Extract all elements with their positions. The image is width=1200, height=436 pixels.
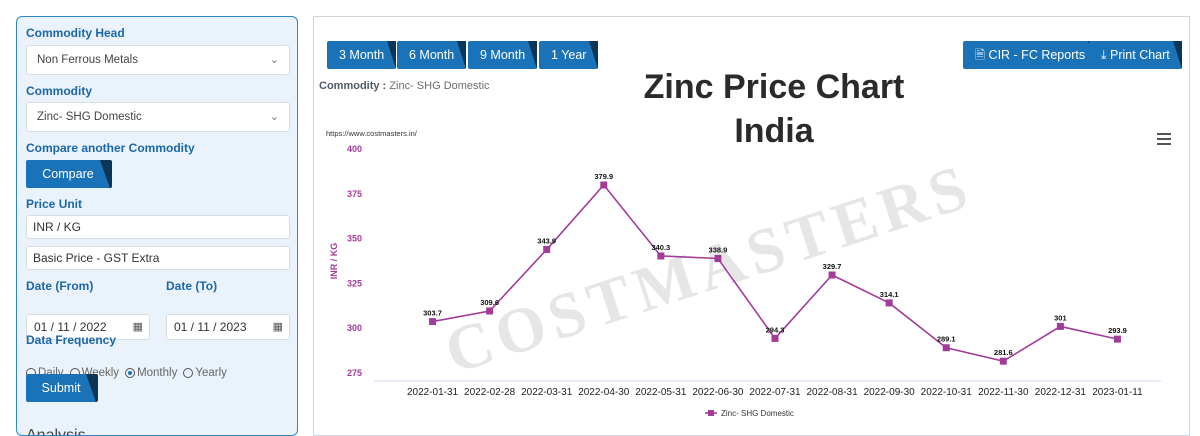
data-label: 293.9	[1108, 326, 1127, 335]
date-to-label: Date (To)	[166, 279, 218, 293]
submit-button[interactable]: Submit	[26, 374, 96, 402]
analysis-heading: Analysis	[26, 427, 86, 436]
y-axis-title: INR / KG	[329, 243, 339, 280]
commodity-line: Commodity : Zinc- SHG Domestic	[319, 80, 490, 92]
data-point	[657, 252, 665, 260]
chart-menu-icon[interactable]	[1157, 133, 1171, 148]
data-point	[1113, 335, 1121, 343]
commodity-value: Zinc- SHG Domestic	[37, 111, 142, 123]
compare-button[interactable]: Compare	[26, 160, 110, 188]
x-tick-label: 2023-01-11	[1092, 387, 1143, 398]
data-point	[1056, 322, 1064, 330]
data-label: 379.9	[594, 172, 613, 181]
x-tick-label: 2022-01-31	[407, 387, 459, 398]
data-point	[600, 181, 608, 189]
x-tick-label: 2022-07-31	[749, 387, 801, 398]
date-from-label: Date (From)	[26, 279, 94, 293]
data-label: 303.7	[423, 309, 442, 318]
data-point	[999, 357, 1007, 365]
chevron-down-icon: ⌄	[269, 111, 279, 123]
commodity-head-select[interactable]: Non Ferrous Metals ⌄	[26, 45, 290, 75]
series-line	[432, 183, 1118, 363]
legend-label: Zinc- SHG Domestic	[721, 409, 794, 418]
date-to-input[interactable]: 01 / 11 / 2023 ▦	[166, 314, 290, 340]
y-tick-label: 300	[347, 323, 362, 333]
chevron-down-icon: ⌄	[269, 54, 279, 66]
x-tick-label: 2022-09-30	[864, 387, 916, 398]
data-point	[429, 318, 437, 326]
x-tick-label: 2022-05-31	[635, 387, 687, 398]
y-tick-label: 350	[347, 234, 362, 244]
y-tick-label: 400	[347, 144, 362, 154]
y-tick-label: 375	[347, 189, 362, 199]
document-icon: 🗎	[975, 48, 986, 62]
calendar-icon[interactable]: ▦	[132, 321, 143, 333]
commodity-select[interactable]: Zinc- SHG Domestic ⌄	[26, 102, 290, 132]
y-tick-label: 325	[347, 278, 362, 288]
chart-panel: 3 Month 6 Month 9 Month 1 Year 🗎 CIR - F…	[313, 16, 1190, 436]
data-label: 309.6	[480, 298, 499, 307]
x-tick-label: 2022-10-31	[921, 387, 973, 398]
x-tick-label: 2022-06-30	[692, 387, 744, 398]
radio-icon[interactable]	[183, 368, 194, 378]
x-tick-label: 2022-12-31	[1035, 387, 1087, 398]
x-tick-label: 2022-02-28	[464, 387, 516, 398]
frequency-yearly[interactable]: Yearly	[183, 367, 227, 379]
range-6-month-button[interactable]: 6 Month	[397, 41, 467, 69]
commodity-head-value: Non Ferrous Metals	[37, 54, 138, 66]
data-point	[828, 271, 836, 279]
data-point	[942, 344, 950, 352]
range-1-year-button[interactable]: 1 Year	[539, 41, 599, 69]
calendar-icon[interactable]: ▦	[272, 321, 283, 333]
range-3-month-button[interactable]: 3 Month	[327, 41, 397, 69]
x-tick-label: 2022-08-31	[806, 387, 858, 398]
x-tick-label: 2022-03-31	[521, 387, 573, 398]
compare-label: Compare another Commodity	[26, 141, 195, 155]
data-label: 289.1	[937, 335, 956, 344]
price-unit-field[interactable]: INR / KG	[26, 215, 290, 239]
data-point	[714, 254, 722, 262]
commodity-line-label: Commodity :	[319, 80, 387, 92]
price-unit-label: Price Unit	[26, 197, 83, 211]
frequency-monthly[interactable]: Monthly	[125, 367, 177, 379]
data-label: 338.9	[709, 245, 728, 254]
data-label: 329.7	[823, 262, 842, 271]
overlay-title: Zinc Price Chart India	[643, 68, 905, 150]
radio-selected-icon[interactable]	[125, 368, 136, 378]
legend-marker	[708, 410, 714, 416]
frequency-label: Data Frequency	[26, 333, 117, 347]
data-label: 343.9	[537, 237, 556, 246]
price-basis-field[interactable]: Basic Price - GST Extra	[26, 246, 290, 270]
data-label: 294.3	[766, 325, 785, 334]
cir-fc-reports-button[interactable]: 🗎 CIR - FC Reports	[963, 41, 1098, 69]
data-label: 340.3	[651, 243, 670, 252]
x-tick-label: 2022-04-30	[578, 387, 630, 398]
data-label: 281.6	[994, 348, 1013, 357]
x-tick-label: 2022-11-30	[978, 387, 1029, 398]
data-label: 301	[1054, 313, 1067, 322]
data-point	[771, 334, 779, 342]
source-url: https://www.costmasters.in/	[326, 129, 417, 138]
commodity-head-label: Commodity Head	[26, 26, 125, 40]
commodity-line-value: Zinc- SHG Domestic	[389, 80, 490, 92]
data-point	[885, 299, 893, 307]
print-chart-button[interactable]: ⤓ Print Chart	[1089, 41, 1182, 69]
commodity-label: Commodity	[26, 84, 92, 98]
data-label: 314.1	[880, 290, 899, 299]
filter-sidebar: Commodity Head Non Ferrous Metals ⌄ Comm…	[16, 16, 298, 436]
y-tick-label: 275	[347, 368, 362, 378]
range-9-month-button[interactable]: 9 Month	[468, 41, 538, 69]
download-icon: ⤓	[1101, 48, 1107, 62]
data-point	[543, 246, 551, 254]
date-from-input[interactable]: 01 / 11 / 2022 ▦	[26, 314, 150, 340]
price-line-chart: 275 300 325 350 375 400 INR / KG 2022-01-31 202…	[329, 144, 1161, 418]
data-point	[486, 307, 494, 315]
